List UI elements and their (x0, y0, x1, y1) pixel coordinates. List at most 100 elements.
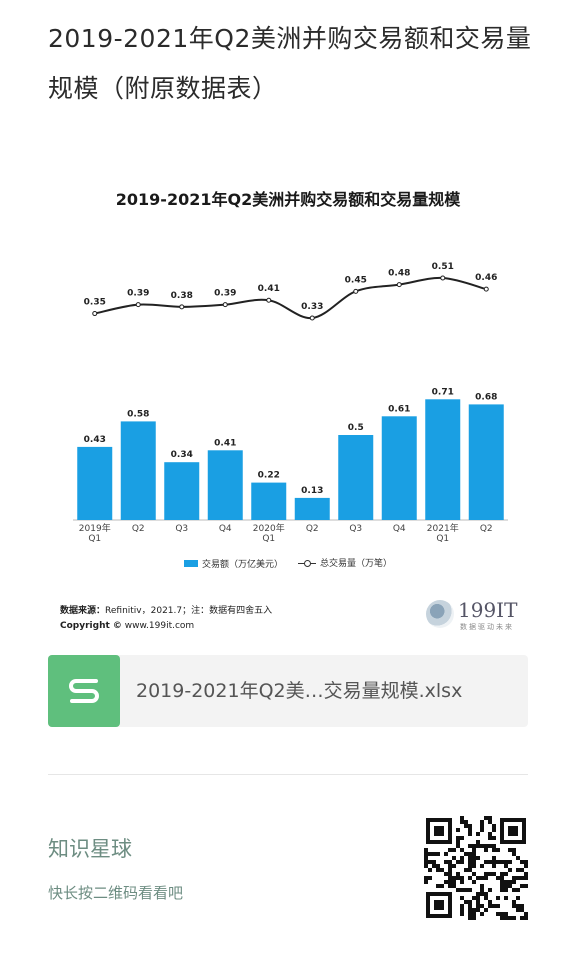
qr-module (468, 832, 472, 836)
qr-module (504, 872, 508, 876)
line-value-label-7: 0.48 (388, 269, 410, 279)
line-value-label-1: 0.39 (127, 289, 149, 299)
bar-value-label-5: 0.13 (301, 486, 323, 496)
qr-module (488, 836, 492, 840)
category-label-1-0: Q2 (132, 524, 145, 534)
qr-module (508, 868, 512, 872)
brand-tagline: 数据驱动未来 (460, 623, 514, 631)
qr-module (516, 904, 520, 908)
qr-module (472, 860, 476, 864)
bar-5 (294, 497, 330, 520)
qr-module (496, 876, 500, 880)
qr-module (468, 908, 472, 912)
qr-module (492, 904, 496, 908)
qr-module (468, 844, 472, 848)
qr-module (520, 860, 524, 864)
qr-module (520, 884, 524, 888)
qr-module (488, 900, 492, 904)
qr-module (432, 852, 436, 856)
qr-module (492, 872, 496, 876)
qr-module (424, 848, 428, 852)
qr-module (444, 872, 448, 876)
line-value-label-0: 0.35 (84, 298, 106, 308)
file-attachment[interactable]: 2019-2021年Q2美…交易量规模.xlsx (48, 655, 528, 727)
qr-module (428, 860, 432, 864)
qr-module (424, 864, 428, 868)
qr-module (460, 908, 464, 912)
qr-module (488, 872, 492, 876)
bar-value-label-9: 0.68 (475, 392, 497, 402)
qr-module (476, 896, 480, 900)
qr-module (480, 824, 484, 828)
qr-module (508, 860, 512, 864)
legend-line-label: 总交易量（万笔） (319, 559, 392, 569)
qr-module (428, 868, 432, 872)
qr-module (468, 904, 472, 908)
qr-module (512, 852, 516, 856)
qr-code[interactable] (424, 816, 528, 920)
qr-module (492, 836, 496, 840)
qr-module (472, 880, 476, 884)
line-point-2 (179, 304, 185, 310)
page-title: 2019-2021年Q2美洲并购交易额和交易量规模（附原数据表） (48, 24, 532, 103)
qr-module (500, 872, 504, 876)
brand-name: 199IT (458, 598, 518, 622)
qr-module (452, 884, 456, 888)
qr-module (456, 840, 460, 844)
legend-item-bar: 交易额（万亿美元） (184, 557, 283, 570)
qr-module (488, 844, 492, 848)
qr-module (504, 880, 508, 884)
qr-module (520, 908, 524, 912)
qr-module (480, 904, 484, 908)
qr-module (500, 912, 504, 916)
qr-module (468, 856, 472, 860)
qr-module (500, 888, 504, 892)
qr-module (460, 880, 464, 884)
qr-module (456, 860, 460, 864)
qr-module (472, 852, 476, 856)
qr-module (472, 848, 476, 852)
qr-module (512, 904, 516, 908)
bar-value-label-1: 0.58 (127, 409, 149, 419)
bar-6 (338, 435, 374, 520)
qr-module (472, 872, 476, 876)
qr-module (476, 904, 480, 908)
qr-module (484, 892, 488, 896)
qr-module (432, 860, 436, 864)
qr-module (492, 856, 496, 860)
qr-module (496, 912, 500, 916)
qr-module (504, 912, 508, 916)
qr-module (460, 856, 464, 860)
qr-module (508, 916, 512, 920)
bar-3 (207, 450, 243, 520)
qr-module (480, 884, 484, 888)
qr-module (424, 860, 428, 864)
qr-module (524, 860, 528, 864)
qr-module (432, 864, 436, 868)
qr-module (480, 888, 484, 892)
qr-module (484, 896, 488, 900)
qr-module (464, 820, 468, 824)
qr-module (488, 832, 492, 836)
qr-module (512, 888, 516, 892)
qr-module (500, 876, 504, 880)
qr-finder-core-0 (434, 826, 444, 836)
qr-module (448, 864, 452, 868)
category-label-2-0: Q3 (175, 524, 188, 534)
qr-module (516, 908, 520, 912)
qr-module (504, 888, 508, 892)
qr-module (468, 860, 472, 864)
legend-bar-swatch (184, 559, 199, 567)
qr-module (448, 860, 452, 864)
qr-module (492, 828, 496, 832)
qr-module (480, 912, 484, 916)
qr-finder-core-2 (434, 900, 444, 910)
qr-module (508, 848, 512, 852)
qr-module (472, 912, 476, 916)
spreadsheet-s-icon (48, 655, 120, 727)
qr-module (468, 864, 472, 868)
category-label-6-0: Q3 (349, 524, 362, 534)
chart-legend: 交易额（万亿美元） 总交易量（万笔） (48, 556, 528, 570)
qr-module (524, 864, 528, 868)
qr-module (444, 880, 448, 884)
